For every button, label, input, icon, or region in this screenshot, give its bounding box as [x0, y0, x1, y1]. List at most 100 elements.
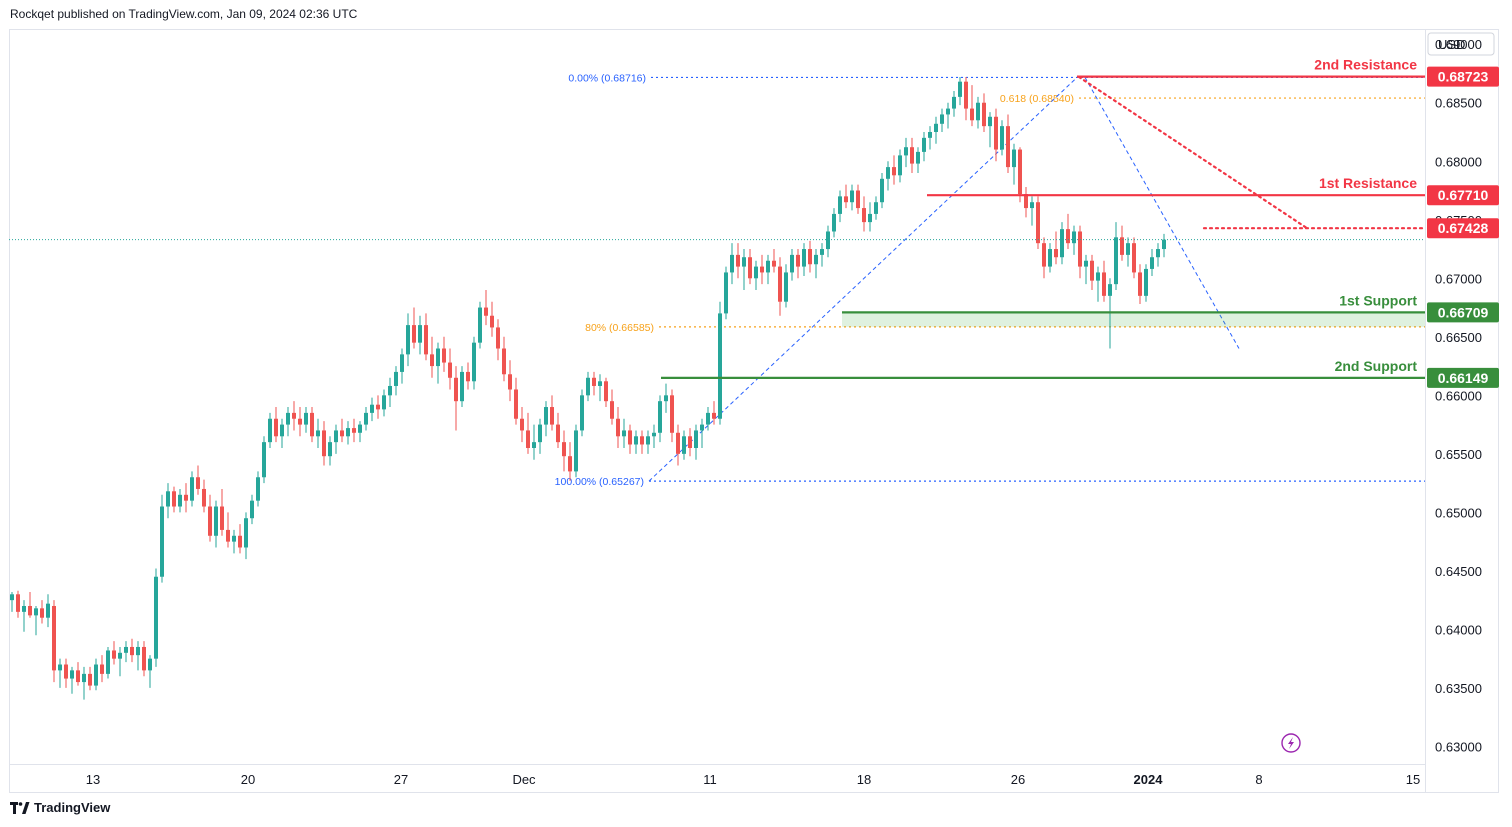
candle-body	[430, 354, 434, 367]
candle	[574, 424, 578, 478]
candle-body	[886, 167, 890, 179]
candle-body	[688, 436, 692, 448]
time-axis[interactable]: 13 20 27 Dec 11 18 26 2024 8 15	[86, 772, 1420, 787]
candle-body	[142, 646, 146, 671]
candle-body	[76, 670, 80, 683]
time-tick-label: 8	[1255, 772, 1262, 787]
candle-body	[46, 603, 50, 618]
candle	[976, 96, 980, 129]
candle-body	[964, 81, 968, 109]
candle	[724, 266, 728, 320]
candle	[382, 389, 386, 417]
candle-body	[340, 430, 344, 437]
candle-body	[346, 428, 350, 437]
candle	[952, 91, 956, 117]
candle	[694, 424, 698, 460]
candle	[526, 412, 530, 454]
candle	[916, 147, 920, 173]
candle	[430, 336, 434, 378]
candle	[244, 512, 248, 560]
candle	[958, 76, 962, 106]
candle-body	[910, 147, 914, 164]
price-tag[interactable]: 0.66709	[1427, 302, 1499, 323]
lightning-icon[interactable]	[1281, 733, 1301, 753]
candle	[172, 486, 176, 513]
candle-body	[478, 307, 482, 343]
candle	[664, 383, 668, 413]
candle	[58, 658, 62, 688]
fib-level-label: 0.618 (0.68540)	[1000, 93, 1074, 105]
candle-body	[118, 652, 122, 659]
candle	[700, 418, 704, 448]
candle-body	[982, 102, 986, 127]
candle-body	[304, 412, 308, 425]
candle	[568, 442, 572, 481]
price-tag-text: 0.68723	[1438, 69, 1489, 85]
price-tag-text: 0.66709	[1438, 304, 1489, 320]
candle	[322, 421, 326, 466]
candle-body	[1108, 284, 1112, 296]
candle	[166, 483, 170, 519]
candle	[784, 264, 788, 308]
candle-body	[64, 664, 68, 679]
fib-level-label: 0.00% (0.68716)	[568, 72, 646, 84]
candle-body	[670, 395, 674, 433]
currency-box[interactable]: USD	[1427, 32, 1495, 56]
price-tag[interactable]: 0.68723	[1427, 66, 1499, 87]
candle-body	[556, 424, 560, 443]
current-price-tag[interactable]: 0.67428	[1427, 218, 1499, 239]
candle	[106, 646, 110, 679]
price-tick-label: 0.65000	[1435, 505, 1482, 520]
descending-trendline	[1077, 75, 1309, 230]
candle-body	[1090, 260, 1094, 281]
candle	[412, 307, 416, 349]
candle	[652, 424, 656, 448]
candle	[874, 196, 878, 220]
candle	[34, 605, 38, 636]
tradingview-brand[interactable]: TradingView	[10, 800, 110, 815]
candle	[856, 184, 860, 214]
candle-body	[1084, 260, 1088, 267]
candle-body	[766, 260, 770, 273]
price-tag[interactable]: 0.66149	[1427, 367, 1499, 388]
candle	[298, 407, 302, 437]
candle-body	[1156, 249, 1160, 258]
candle	[112, 641, 116, 665]
candle-body	[622, 430, 626, 437]
candle-body	[130, 646, 134, 656]
candle	[502, 336, 506, 382]
level-name-label: 2nd Resistance	[1314, 57, 1417, 73]
candle	[442, 336, 446, 372]
candle-body	[1102, 272, 1106, 296]
candle-body	[616, 418, 620, 437]
price-tag-bg	[1427, 185, 1499, 206]
candle	[688, 428, 692, 457]
candle-body	[916, 151, 920, 164]
candle-body	[166, 491, 170, 507]
candle	[1114, 222, 1118, 290]
candle	[460, 366, 464, 408]
candle-body	[550, 407, 554, 425]
candle	[934, 116, 938, 144]
candle-body	[286, 412, 290, 425]
candle	[790, 249, 794, 281]
candle	[370, 397, 374, 422]
candle-body	[1120, 237, 1124, 255]
candle	[220, 488, 224, 536]
candle	[1066, 213, 1070, 250]
candle	[46, 594, 50, 628]
chart-border	[9, 29, 1499, 793]
candle	[982, 93, 986, 132]
price-axis[interactable]: USD0.690000.685000.680000.675000.670000.…	[1427, 32, 1495, 754]
price-chart[interactable]: 0.00% (0.68716) 0.618 (0.68540) 80% (0.665…	[9, 29, 1499, 793]
candle	[646, 430, 650, 454]
candle	[130, 638, 134, 663]
candle	[598, 374, 602, 402]
price-tag[interactable]: 0.67710	[1427, 185, 1499, 206]
candle	[286, 407, 290, 437]
candle-body	[580, 395, 584, 431]
candle	[832, 208, 836, 238]
candle-body	[310, 412, 314, 437]
candle-body	[718, 313, 722, 419]
candle-body	[520, 418, 524, 431]
